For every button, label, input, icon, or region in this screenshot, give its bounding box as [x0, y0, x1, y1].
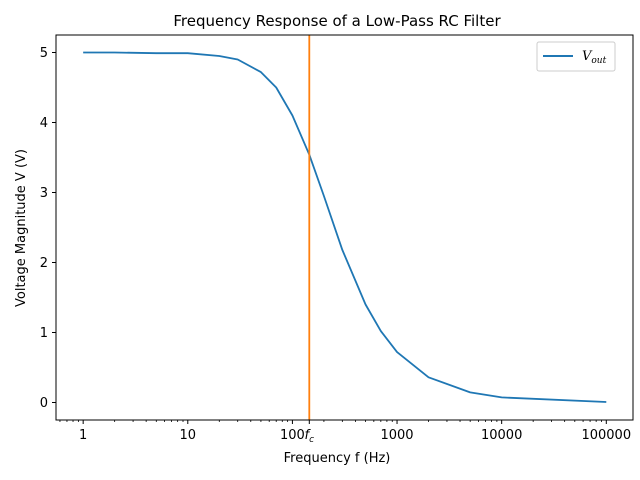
legend: Vout	[536, 41, 616, 72]
x-tick-label-cutoff: fc	[305, 428, 315, 445]
legend-label: Vout	[582, 49, 607, 66]
x-tick-label-cutoff-main: f	[305, 428, 312, 443]
x-tick-label: 1000	[380, 428, 413, 443]
y-axis-label: Voltage Magnitude V (V)	[14, 149, 29, 307]
y-tick-label: 3	[40, 186, 48, 201]
x-tick-label: 100	[280, 428, 305, 443]
x-tick-label-cutoff-sub: c	[309, 435, 314, 445]
x-tick-label: 100000	[581, 428, 631, 443]
x-tick-label: 10	[180, 428, 197, 443]
plot-frame	[55, 34, 634, 421]
y-tick-label: 0	[40, 396, 48, 411]
y-tick-label: 1	[40, 326, 48, 341]
x-tick-label: 10000	[481, 428, 522, 443]
legend-box	[536, 41, 616, 72]
legend-label-main: V	[582, 49, 593, 64]
y-tick-label: 5	[40, 46, 48, 61]
legend-label-sub: out	[591, 56, 606, 66]
x-tick-label: 1	[79, 428, 87, 443]
x-axis-label: Frequency f (Hz)	[284, 451, 391, 466]
y-tick-label: 2	[40, 256, 48, 271]
chart-title: Frequency Response of a Low-Pass RC Filt…	[173, 12, 501, 30]
y-tick-label: 4	[40, 116, 48, 131]
plot-area: 0 1 2 3 4 5 1 10 100 1000 10000 100000 fc	[40, 35, 631, 445]
